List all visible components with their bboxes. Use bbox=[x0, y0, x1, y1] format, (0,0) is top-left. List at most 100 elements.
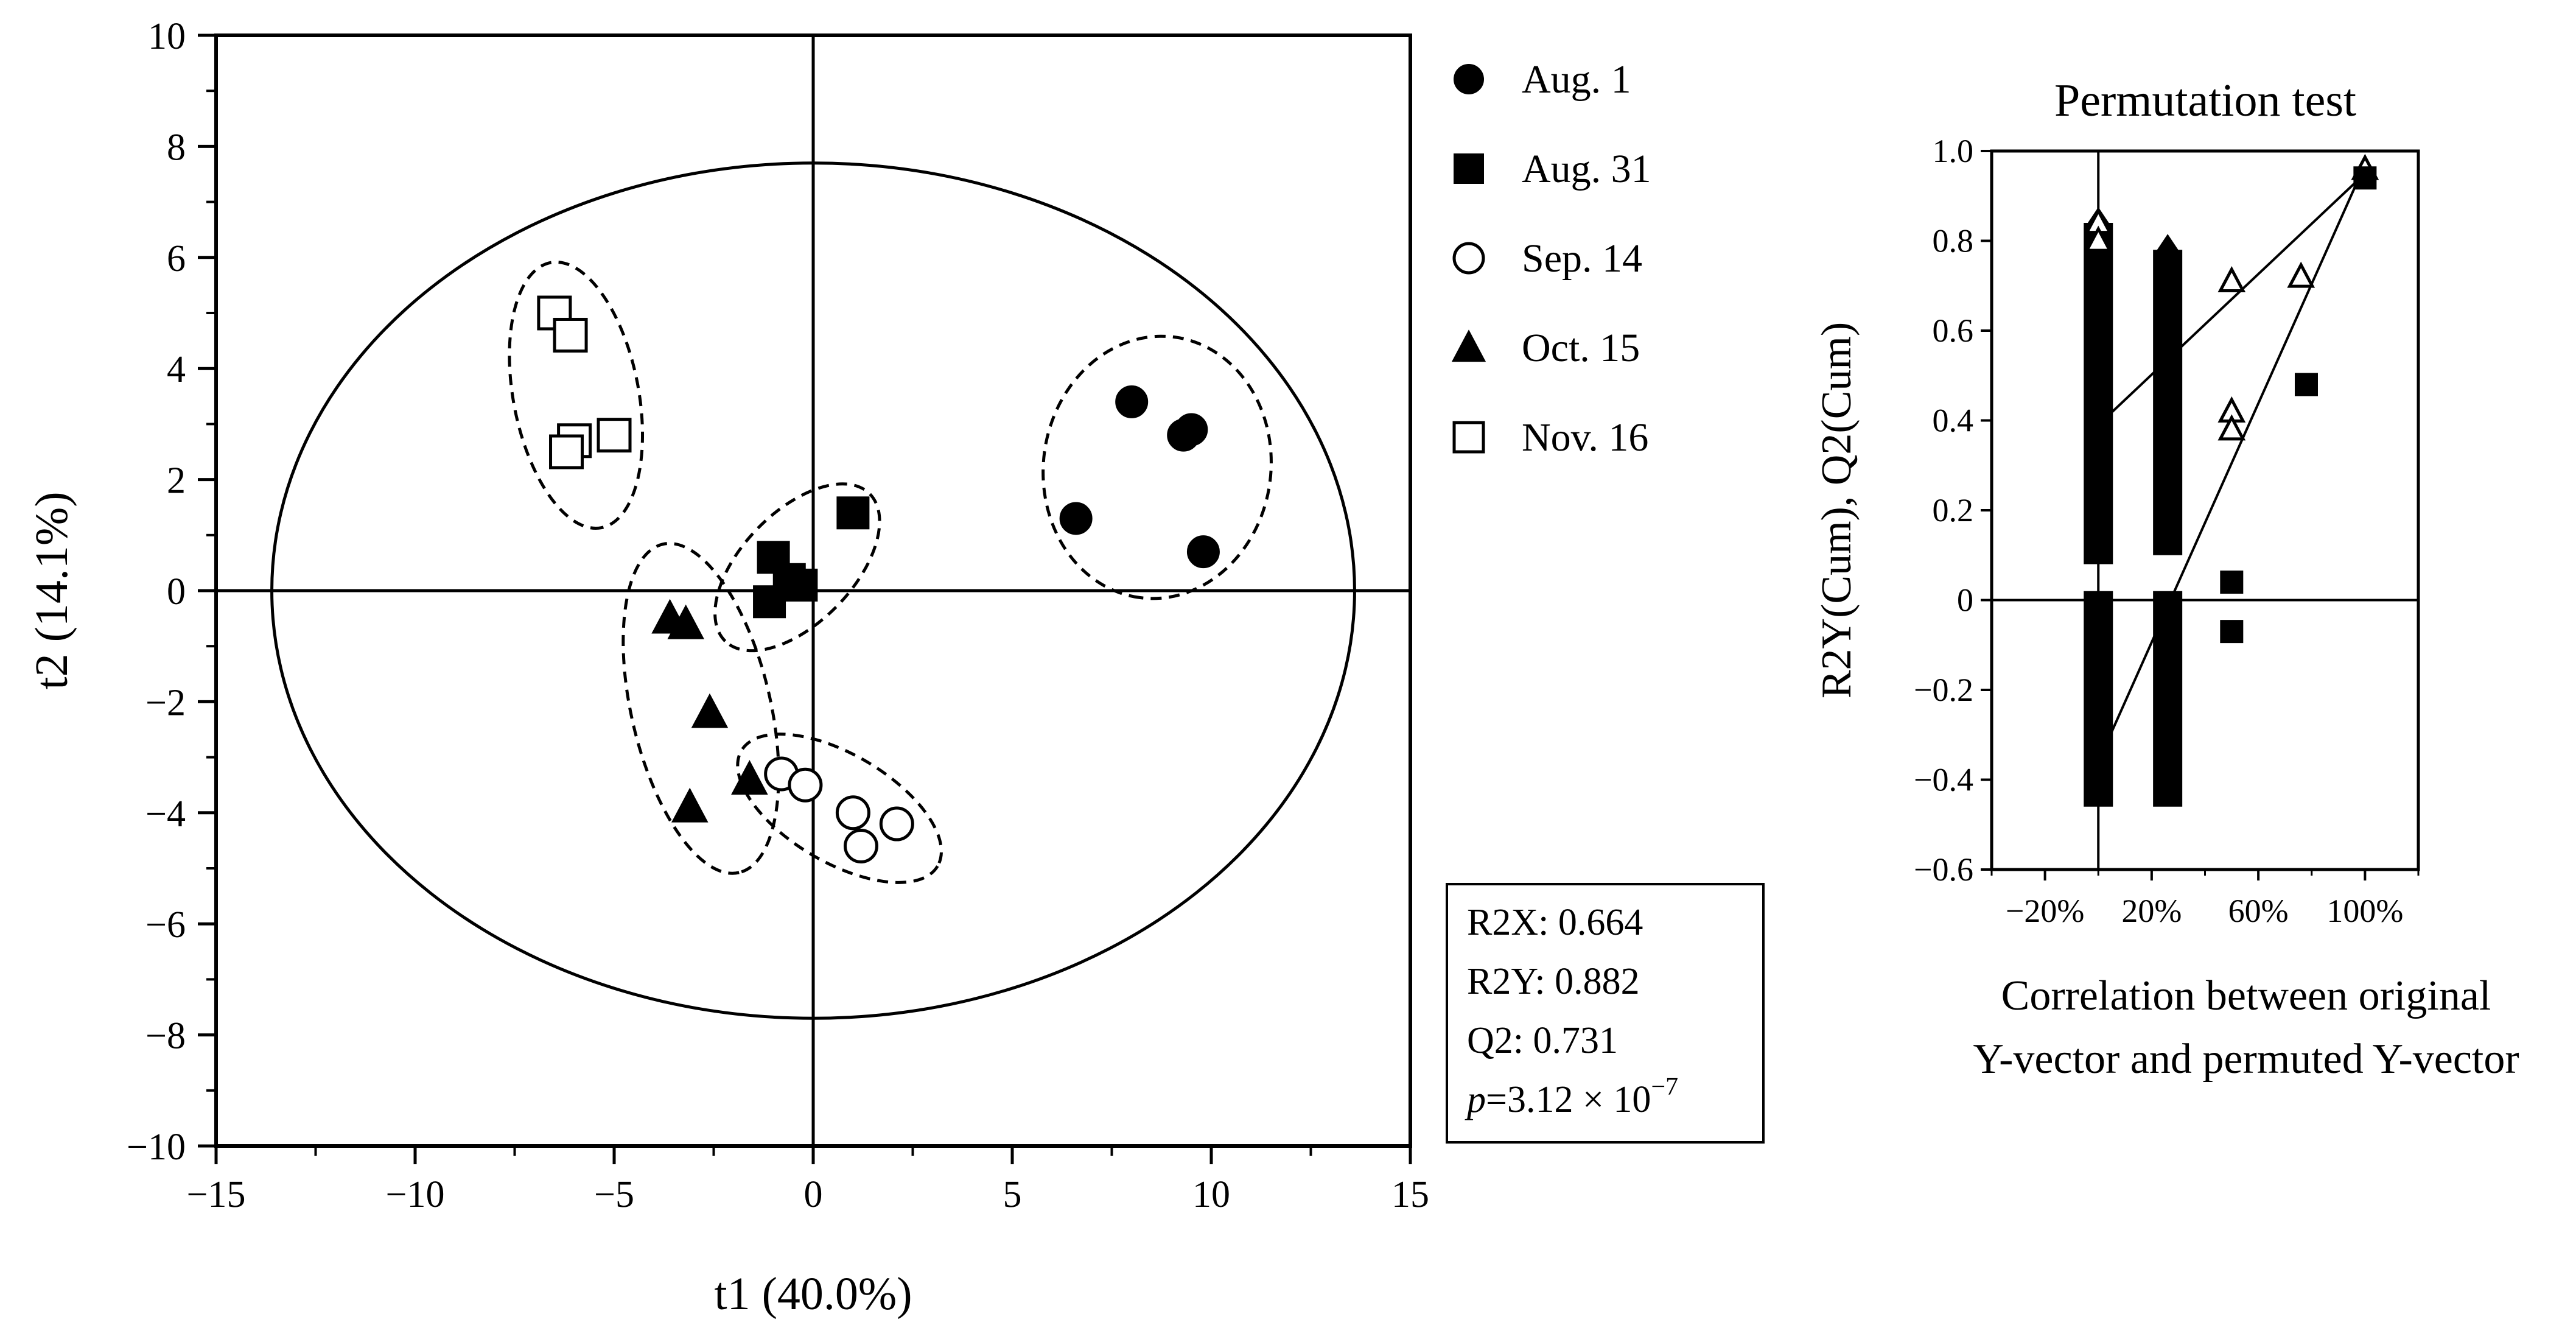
score-y-tick-label: −6 bbox=[145, 904, 186, 946]
permutation-y-tick-label: −0.2 bbox=[1914, 672, 1973, 708]
permutation-x-axis-title-line1: Correlation between original bbox=[2001, 972, 2491, 1019]
score-y-axis-title: t2 (14.1%) bbox=[26, 491, 77, 689]
stat-p-value: p=3.12 × 10−7 bbox=[1465, 1073, 1678, 1120]
r2y-point bbox=[2217, 414, 2246, 441]
score-y-tick-label: 6 bbox=[167, 238, 186, 279]
permutation-y-tick-label: 0.4 bbox=[1933, 402, 1974, 439]
score-y-tick-label: −8 bbox=[145, 1016, 186, 1057]
legend-label: Oct. 15 bbox=[1522, 326, 1640, 370]
permutation-y-tick-label: 0.6 bbox=[1933, 312, 1974, 349]
score-x-tick-label: 10 bbox=[1192, 1174, 1230, 1215]
r2y-point bbox=[2217, 265, 2246, 293]
stats-box-frame bbox=[1446, 883, 1765, 1144]
score-y-tick-label: 8 bbox=[167, 127, 186, 168]
legend-marker bbox=[1454, 153, 1484, 184]
r2y-point bbox=[2287, 261, 2315, 288]
score-points bbox=[537, 295, 1220, 864]
stat-q2: Q2: 0.731 bbox=[1467, 1020, 1618, 1061]
legend-marker bbox=[1452, 242, 1485, 275]
permutation-x-tick-label: 60% bbox=[2228, 893, 2289, 929]
legend-label: Nov. 16 bbox=[1522, 415, 1648, 460]
group-ellipse bbox=[508, 260, 645, 530]
stat-r2x: R2X: 0.664 bbox=[1467, 902, 1643, 943]
score-point bbox=[671, 787, 709, 823]
legend-marker bbox=[1451, 329, 1486, 362]
permutation-y-tick-label: −0.4 bbox=[1914, 762, 1973, 798]
score-y-tick-label: −4 bbox=[145, 793, 186, 835]
permutation-plot: Permutation test −0.6 −0.4 −0.2 0 0.2 0.4 0.6 0… bbox=[1813, 75, 2519, 1083]
score-point bbox=[1059, 502, 1093, 535]
score-y-tick-label: −2 bbox=[145, 682, 186, 723]
score-y-tick-label: 4 bbox=[167, 349, 186, 390]
group-ellipse bbox=[736, 733, 943, 884]
q2-point bbox=[2294, 373, 2318, 396]
permutation-y-tick-label: 1.0 bbox=[1933, 133, 1974, 169]
legend-label: Sep. 14 bbox=[1522, 236, 1642, 281]
permutation-y-tick-label: −0.6 bbox=[1914, 851, 1973, 888]
permutation-x-tick-label: 20% bbox=[2121, 893, 2182, 929]
q2-permutation-band bbox=[2153, 591, 2183, 807]
score-ellipses bbox=[270, 161, 1356, 1020]
score-point bbox=[788, 767, 823, 803]
permutation-y-tick-label: 0.8 bbox=[1933, 223, 1974, 259]
permutation-x-tick-label: 100% bbox=[2326, 893, 2403, 929]
r2y-permutation-band bbox=[2084, 223, 2113, 564]
score-point bbox=[836, 496, 870, 530]
stat-p-prefix: p bbox=[1465, 1079, 1486, 1120]
permutation-x-axis-title-line2: Y-vector and permuted Y-vector bbox=[1973, 1036, 2519, 1083]
permutation-y-tick-label: 0 bbox=[1957, 582, 1973, 619]
score-x-tick-label: −10 bbox=[386, 1174, 445, 1215]
score-y-tick-label: 10 bbox=[148, 16, 186, 57]
permutation-title: Permutation test bbox=[2054, 75, 2356, 126]
stat-r2y: R2Y: 0.882 bbox=[1467, 961, 1640, 1002]
q2-regression-line bbox=[2097, 164, 2367, 762]
score-point bbox=[549, 434, 584, 469]
score-x-tick-label: −5 bbox=[594, 1174, 634, 1215]
r2y-regression-line bbox=[2097, 172, 2366, 426]
score-x-tick-label: 15 bbox=[1391, 1174, 1429, 1215]
r2y-band-cap bbox=[2153, 234, 2183, 256]
legend-label: Aug. 1 bbox=[1522, 57, 1631, 102]
stat-p-text: =3.12 × 10 bbox=[1486, 1079, 1651, 1120]
score-x-tick-label: −15 bbox=[187, 1174, 246, 1215]
score-x-axis-title: t1 (40.0%) bbox=[714, 1268, 912, 1320]
score-y-tick-label: −10 bbox=[127, 1126, 186, 1168]
permutation-y-axis-title: R2Y(Cum), Q2(Cum) bbox=[1813, 322, 1860, 698]
permutation-ticks: −0.6 −0.4 −0.2 0 0.2 0.4 0.6 0.8 1.0 −20% 20% 60% 10… bbox=[1914, 133, 2420, 929]
score-point bbox=[553, 317, 588, 353]
legend-marker bbox=[1452, 421, 1485, 454]
hotelling-t2-ellipse bbox=[270, 161, 1356, 1020]
r2y-point bbox=[2084, 225, 2113, 252]
permutation-y-tick-label: 0.2 bbox=[1933, 492, 1974, 529]
group-ellipse bbox=[713, 482, 881, 653]
legend-label: Aug. 31 bbox=[1522, 147, 1651, 191]
stats-box: R2X: 0.664 R2Y: 0.882 Q2: 0.731 p=3.12 ×… bbox=[1446, 883, 1765, 1144]
score-point bbox=[785, 568, 818, 602]
score-point bbox=[753, 585, 786, 619]
score-x-tick-label: 0 bbox=[804, 1174, 823, 1215]
q2-point bbox=[2220, 620, 2244, 644]
stat-p-exponent: −7 bbox=[1651, 1073, 1678, 1101]
score-point bbox=[879, 806, 914, 842]
score-y-tick-label: 0 bbox=[167, 571, 186, 613]
permutation-frame bbox=[1990, 149, 2420, 871]
score-point bbox=[731, 760, 768, 795]
score-x-tick-label: 5 bbox=[1003, 1174, 1022, 1215]
legend-marker bbox=[1454, 64, 1484, 94]
r2y-permutation-band bbox=[2153, 250, 2183, 555]
permutation-x-tick-label: −20% bbox=[2006, 893, 2084, 929]
group-ellipse bbox=[621, 541, 780, 875]
score-point bbox=[843, 829, 878, 864]
score-point bbox=[1115, 385, 1149, 418]
q2-point bbox=[2353, 166, 2377, 190]
group-ellipse bbox=[1041, 334, 1273, 600]
score-point bbox=[667, 604, 704, 639]
score-point bbox=[835, 795, 870, 831]
legend: Aug. 1 Aug. 31 Sep. 14 Oct. 15 Nov. 16 bbox=[1451, 57, 1651, 460]
score-point bbox=[691, 693, 729, 728]
score-point bbox=[1175, 413, 1208, 446]
score-point bbox=[1186, 535, 1220, 569]
score-y-tick-label: 2 bbox=[167, 460, 186, 502]
